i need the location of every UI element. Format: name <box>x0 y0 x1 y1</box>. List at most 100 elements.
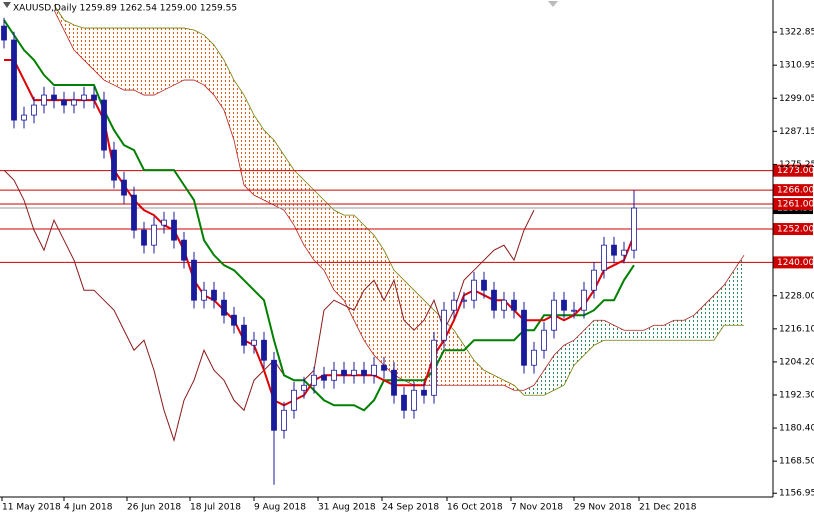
cloud-segment <box>84 28 94 71</box>
candle-body <box>521 309 527 366</box>
cloud-segment <box>244 95 254 196</box>
cloud-segment <box>134 28 144 96</box>
cloud-segment <box>334 210 344 301</box>
level-label: 1240.00 <box>777 258 814 268</box>
level-label: 1261.00 <box>777 200 814 210</box>
candle-body <box>1 25 7 41</box>
cloud-segment <box>104 28 114 86</box>
trade-panel-toggle[interactable] <box>548 1 558 7</box>
cloud-segment <box>184 28 194 81</box>
cloud-segment <box>224 60 234 141</box>
cloud-segment <box>504 380 514 391</box>
y-tick-label: 1180.40 <box>779 424 814 434</box>
candle-body <box>191 259 197 301</box>
cloud-segment <box>144 28 154 96</box>
cloud-segment <box>374 235 384 366</box>
cloud-segment <box>494 375 504 386</box>
cloud-segment <box>634 330 644 341</box>
candle-body <box>71 99 77 106</box>
symbol-icon <box>3 2 11 8</box>
cloud-segment <box>584 320 594 356</box>
cloud-segment <box>674 320 684 341</box>
cloud-segment <box>364 225 374 356</box>
candle-body <box>61 99 67 106</box>
cloud-segment <box>604 320 614 341</box>
cloud-segment <box>304 180 314 261</box>
cloud-segment <box>344 215 354 321</box>
y-tick-label: 1204.20 <box>779 357 814 367</box>
candle-body <box>331 369 337 381</box>
candle-body <box>41 94 47 106</box>
x-tick-label: 18 Jul 2018 <box>190 503 241 513</box>
level-box <box>773 164 813 177</box>
candle-body <box>551 299 557 331</box>
y-tick-label: 1287.15 <box>779 127 814 137</box>
candle-body <box>411 389 417 411</box>
candle-body <box>231 314 237 326</box>
candle-body <box>541 329 547 351</box>
candle-body <box>601 244 607 271</box>
cloud-segment <box>214 45 224 111</box>
candle-body <box>311 374 317 386</box>
x-tick-label: 16 Oct 2018 <box>447 503 503 513</box>
candle-body <box>471 279 477 301</box>
cloud-segment <box>194 30 204 86</box>
x-tick-label: 29 Nov 2018 <box>574 503 632 513</box>
candle-body <box>351 369 357 376</box>
candle-body <box>31 104 37 116</box>
cloud-segment <box>694 305 704 341</box>
cloud-segment <box>524 385 534 396</box>
candle-body <box>301 384 307 391</box>
cloud-segment <box>204 35 214 96</box>
candle-body <box>321 374 327 381</box>
x-tick-label: 26 Jun 2018 <box>127 503 181 513</box>
candle-body <box>371 364 377 376</box>
candle-body <box>131 194 137 231</box>
candle-body <box>121 179 127 196</box>
candle-body <box>481 279 487 291</box>
candle-body <box>591 269 597 291</box>
cloud-segment <box>154 28 164 96</box>
cloud-segment <box>264 130 274 206</box>
candle-body <box>621 249 627 256</box>
candle-body <box>11 39 17 121</box>
cloud-segment <box>714 285 724 341</box>
cloud <box>53 4 745 396</box>
candle-body <box>111 149 117 181</box>
cloud-segment <box>64 20 74 51</box>
cloud-segment <box>234 80 244 186</box>
candle-body <box>611 244 617 256</box>
cloud-segment <box>94 28 104 81</box>
cloud-segment <box>254 115 264 201</box>
candle-body <box>561 299 567 311</box>
candle-body <box>511 299 517 311</box>
candle-body <box>391 369 397 396</box>
cloud-segment <box>324 200 334 291</box>
candle-body <box>101 99 107 151</box>
candle-body <box>531 349 537 366</box>
candle-body <box>241 324 247 346</box>
x-tick-label: 7 Nov 2018 <box>511 503 563 513</box>
candle-body <box>341 369 347 376</box>
candle-body <box>421 389 427 396</box>
cloud-segment <box>414 290 424 386</box>
candle-body <box>151 224 157 246</box>
candle-body <box>491 289 497 311</box>
y-tick-label: 1228.00 <box>779 291 814 301</box>
candle-body <box>81 94 87 101</box>
y-tick-label: 1322.85 <box>779 28 814 38</box>
levels: 1259.551273.001266.001261.001252.001240.… <box>0 164 814 269</box>
candle-body <box>51 94 57 101</box>
y-tick-label: 1156.95 <box>779 489 814 499</box>
y-tick-label: 1275.25 <box>779 160 814 170</box>
candle-body <box>201 289 207 301</box>
cloud-segment <box>704 295 714 341</box>
x-tick-label: 9 Aug 2018 <box>254 503 306 513</box>
candle-body <box>21 114 27 121</box>
candle-body <box>401 394 407 411</box>
cloud-segment <box>384 250 394 376</box>
candle-body <box>171 219 177 241</box>
level-label: 1252.00 <box>777 225 814 235</box>
y-tick-label: 1216.10 <box>779 324 814 334</box>
